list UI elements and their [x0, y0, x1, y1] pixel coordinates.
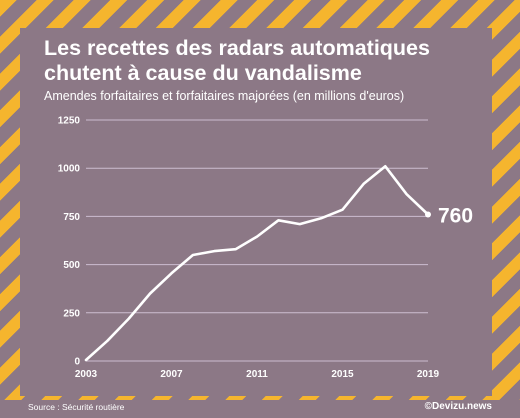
y-tick-label: 1250: [58, 116, 81, 127]
source-note: Source : Sécurité routière: [28, 402, 125, 412]
chart-title: Les recettes des radars automatiques chu…: [44, 36, 430, 85]
y-tick-label: 500: [63, 260, 80, 271]
x-tick-labels: 2003 2007 2011 2015 2019: [75, 369, 440, 380]
chart-panel: [20, 28, 492, 396]
brand-credit: ©Devizu.news: [424, 401, 492, 412]
footer-bar: [0, 400, 520, 418]
x-tick-label: 2007: [160, 369, 183, 380]
y-tick-label: 1000: [58, 164, 81, 175]
x-tick-label: 2015: [331, 369, 354, 380]
end-value-label: 760: [438, 204, 473, 227]
y-tick-labels: 0 250 500 750 1000 1250: [58, 116, 81, 368]
y-tick-label: 0: [74, 357, 80, 368]
x-tick-label: 2011: [246, 369, 268, 380]
series-line: [84, 165, 430, 362]
chart-subtitle: Amendes forfaitaires et forfaitaires maj…: [44, 89, 405, 103]
data-point: [425, 211, 431, 218]
y-tick-label: 750: [63, 212, 80, 223]
x-tick-label: 2003: [75, 369, 98, 380]
data-points: [85, 166, 431, 361]
y-tick-label: 250: [63, 308, 80, 319]
x-tick-label: 2019: [417, 369, 440, 380]
gridlines: [86, 119, 428, 362]
